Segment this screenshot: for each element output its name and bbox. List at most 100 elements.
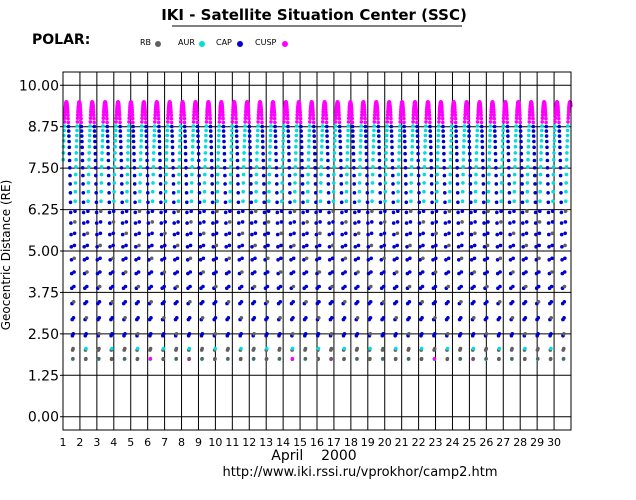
data-point (293, 172, 298, 177)
data-point (511, 231, 516, 236)
data-point (253, 231, 258, 236)
data-point (343, 256, 348, 261)
data-point (330, 270, 335, 274)
data-point (393, 356, 398, 361)
legend-label: AUR (178, 38, 195, 47)
x-tick-label: 24 (445, 436, 459, 449)
data-point (384, 151, 388, 155)
data-point (544, 134, 549, 138)
data-point (396, 172, 401, 177)
data-point (189, 231, 193, 236)
data-point (135, 356, 140, 361)
data-point (552, 157, 556, 162)
data-point (201, 231, 206, 236)
x-tick-label: 9 (195, 436, 202, 449)
data-point (366, 232, 370, 237)
data-point (422, 199, 426, 203)
data-point (267, 172, 272, 177)
data-point (448, 181, 452, 185)
data-point (92, 116, 96, 121)
data-point (146, 221, 151, 225)
data-point (239, 300, 244, 304)
data-point (68, 191, 73, 195)
data-point (101, 124, 105, 128)
data-point (182, 120, 187, 125)
data-point (468, 173, 473, 178)
data-point (221, 129, 226, 133)
data-point (383, 189, 388, 194)
data-point (385, 128, 389, 133)
data-point (82, 245, 86, 249)
data-point (432, 346, 437, 351)
data-point (294, 144, 298, 149)
data-point (510, 300, 515, 304)
data-point (251, 356, 256, 361)
data-point (301, 245, 306, 249)
data-point (259, 113, 264, 117)
data-point (494, 166, 498, 170)
data-point (564, 189, 568, 194)
data-point (253, 209, 258, 213)
data-point (544, 129, 549, 133)
data-point (149, 256, 154, 261)
data-point (332, 165, 336, 169)
data-point (494, 182, 499, 186)
data-point (510, 316, 515, 320)
data-point (455, 182, 460, 186)
data-point (525, 181, 530, 185)
legend-label: RB (140, 38, 151, 47)
data-point (314, 200, 318, 205)
data-point (449, 124, 454, 128)
data-point (158, 191, 163, 195)
data-point (210, 200, 215, 205)
data-point (151, 181, 155, 185)
data-point (540, 113, 545, 117)
data-point (71, 316, 76, 320)
data-point (392, 245, 396, 249)
data-point (329, 316, 334, 320)
data-point (307, 133, 312, 138)
data-point (551, 172, 556, 177)
data-point (240, 231, 245, 236)
data-point (304, 256, 309, 261)
data-point (411, 116, 416, 120)
data-point (183, 139, 188, 144)
data-point (360, 113, 364, 117)
data-point (320, 144, 324, 149)
data-point (313, 158, 317, 163)
data-point (385, 116, 390, 120)
data-point (312, 124, 316, 129)
data-point (558, 173, 563, 178)
data-point (286, 139, 291, 144)
data-point (378, 182, 382, 186)
data-point (179, 116, 183, 120)
data-point (527, 120, 532, 124)
data-point (241, 209, 245, 213)
data-point (435, 189, 439, 194)
data-point (511, 243, 516, 248)
data-point (236, 200, 241, 205)
data-point (536, 284, 541, 289)
data-point (382, 231, 387, 236)
data-point (332, 151, 337, 155)
data-point (235, 139, 239, 144)
data-point (479, 107, 483, 112)
data-point (388, 107, 393, 112)
data-point (421, 220, 426, 224)
data-point (391, 200, 396, 205)
data-point (382, 256, 386, 261)
data-point (66, 113, 70, 117)
data-point (382, 270, 386, 274)
data-point (415, 120, 419, 125)
data-point (161, 332, 166, 336)
data-point (513, 165, 517, 169)
data-point (557, 129, 562, 133)
data-point (214, 231, 219, 236)
data-point (382, 220, 387, 224)
data-point (448, 157, 453, 162)
data-point (74, 151, 79, 155)
data-point (467, 139, 472, 144)
data-point (519, 166, 524, 170)
data-point (162, 284, 166, 289)
data-point (243, 120, 247, 124)
